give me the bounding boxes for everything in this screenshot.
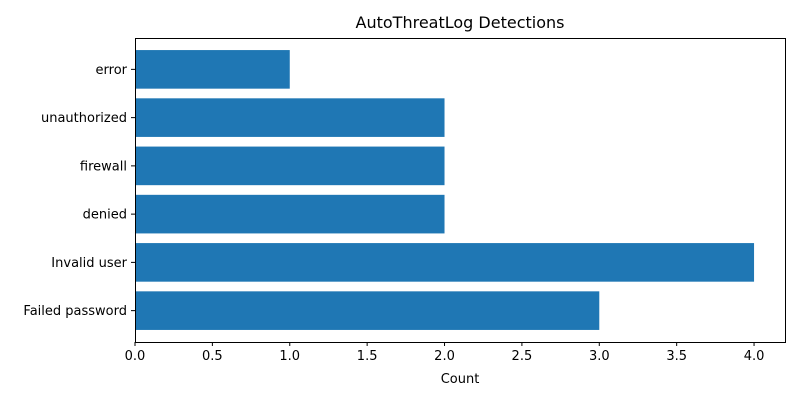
bar-denied xyxy=(135,194,445,234)
y-tick-label: denied xyxy=(83,208,127,223)
y-tick-label: Failed password xyxy=(23,304,127,319)
y-tick-label: error xyxy=(96,63,128,78)
x-tick-label: 0.5 xyxy=(202,349,223,364)
x-tick-label: 0.0 xyxy=(125,349,146,364)
x-axis-ticks: 0.0 0.5 1.0 1.5 2.0 2.5 3.0 3.5 4.0 xyxy=(125,342,765,364)
y-axis-ticks: Failed password Invalid user denied firewal… xyxy=(23,63,135,319)
x-axis-label: Count xyxy=(441,372,480,387)
x-tick-label: 2.5 xyxy=(512,349,533,364)
y-tick-label: Invalid user xyxy=(51,256,127,271)
bar-firewall xyxy=(135,146,445,186)
x-tick-label: 3.5 xyxy=(666,349,687,364)
x-tick-label: 1.5 xyxy=(357,349,378,364)
bar-error xyxy=(135,50,290,89)
y-tick-label: unauthorized xyxy=(41,111,127,126)
bar-unauthorized xyxy=(135,98,445,137)
bar-failed-password xyxy=(135,291,600,330)
bar-invalid-user xyxy=(135,243,755,282)
y-tick-label: firewall xyxy=(80,159,127,174)
x-tick-label: 4.0 xyxy=(744,349,765,364)
x-tick-label: 1.0 xyxy=(279,349,300,364)
plot-frame xyxy=(135,38,786,343)
x-tick-label: 2.0 xyxy=(434,349,455,364)
bars-group xyxy=(135,50,755,330)
x-tick-label: 3.0 xyxy=(589,349,610,364)
chart-title: AutoThreatLog Detections xyxy=(356,13,565,32)
